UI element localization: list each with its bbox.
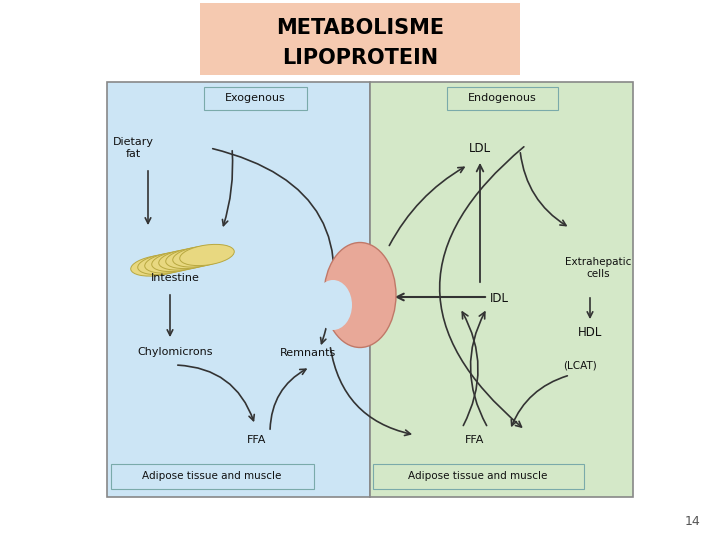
FancyArrowPatch shape: [521, 153, 566, 226]
Text: Extrahepatic
cells: Extrahepatic cells: [564, 257, 631, 279]
Ellipse shape: [173, 246, 228, 267]
Text: LDL: LDL: [469, 141, 491, 154]
Text: 14: 14: [684, 515, 700, 528]
Ellipse shape: [145, 252, 199, 273]
FancyBboxPatch shape: [200, 3, 520, 75]
Bar: [107, 82, 370, 497]
Ellipse shape: [324, 242, 396, 348]
Text: Adipose tissue and muscle: Adipose tissue and muscle: [143, 471, 282, 481]
Text: FFA: FFA: [247, 435, 266, 445]
Ellipse shape: [131, 255, 185, 276]
Ellipse shape: [314, 280, 352, 330]
FancyArrowPatch shape: [212, 148, 334, 343]
Ellipse shape: [152, 251, 206, 272]
FancyBboxPatch shape: [110, 463, 313, 489]
FancyArrowPatch shape: [440, 147, 524, 427]
Text: Dietary
fat: Dietary fat: [112, 137, 153, 159]
Ellipse shape: [166, 247, 220, 268]
Text: Chylomicrons: Chylomicrons: [138, 347, 212, 357]
Ellipse shape: [180, 245, 234, 266]
FancyArrowPatch shape: [330, 348, 410, 435]
Text: IDL: IDL: [490, 292, 509, 305]
Ellipse shape: [158, 249, 213, 270]
FancyArrowPatch shape: [222, 151, 233, 226]
Ellipse shape: [138, 253, 192, 275]
Text: METABOLISME: METABOLISME: [276, 18, 444, 38]
FancyArrowPatch shape: [390, 167, 464, 246]
FancyArrowPatch shape: [462, 312, 478, 426]
FancyArrowPatch shape: [178, 365, 254, 421]
FancyBboxPatch shape: [446, 86, 557, 110]
Text: FFA: FFA: [465, 435, 485, 445]
FancyBboxPatch shape: [372, 463, 583, 489]
FancyBboxPatch shape: [204, 86, 307, 110]
Text: Exogenous: Exogenous: [225, 93, 285, 103]
Text: Intestine: Intestine: [150, 273, 199, 283]
FancyArrowPatch shape: [270, 369, 306, 429]
FancyArrowPatch shape: [470, 312, 487, 426]
Text: (LCAT): (LCAT): [563, 360, 597, 370]
Bar: [370, 82, 633, 497]
FancyArrowPatch shape: [511, 376, 567, 426]
Text: HDL: HDL: [578, 326, 602, 339]
Text: Remnants: Remnants: [280, 348, 336, 358]
Text: LIPOPROTEIN: LIPOPROTEIN: [282, 48, 438, 68]
Text: Endogenous: Endogenous: [467, 93, 536, 103]
Text: Adipose tissue and muscle: Adipose tissue and muscle: [408, 471, 548, 481]
